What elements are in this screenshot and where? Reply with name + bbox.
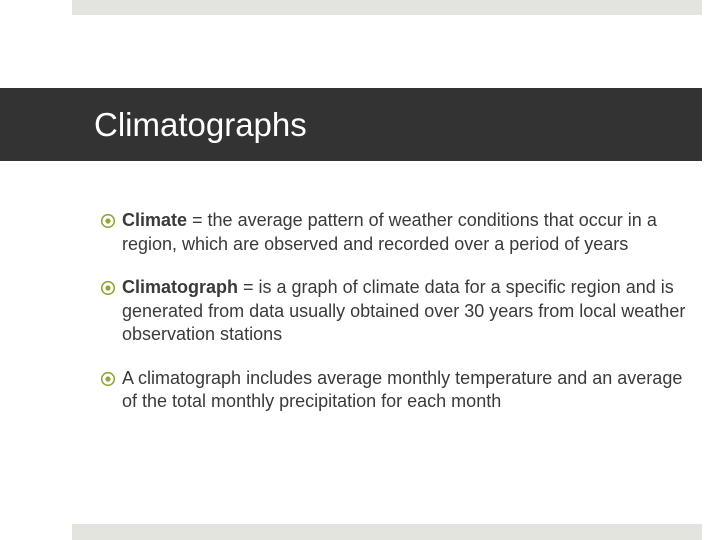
circle-bullet-icon [100, 371, 116, 386]
bullet-text: A climatograph includes average monthly … [122, 367, 683, 412]
circle-bullet-icon [100, 280, 116, 296]
bullet-item-includes: A climatograph includes average monthly … [100, 367, 690, 414]
bullet-term: Climate [122, 210, 188, 230]
slide-title: Climatographs [94, 106, 307, 143]
bottom-decorative-bar [72, 524, 702, 540]
bullet-text: = is a graph of climate data for a speci… [122, 277, 686, 344]
bullet-term: Climatograph [122, 277, 239, 297]
circle-bullet-icon [100, 213, 116, 229]
bullet-list: Climate = the average pattern of weather… [100, 209, 690, 434]
bullet-text: = the average pattern of weather conditi… [122, 210, 657, 254]
bullet-item-climatograph: Climatograph = is a graph of climate dat… [100, 276, 690, 347]
top-decorative-bar [72, 0, 702, 15]
bullet-item-climate: Climate = the average pattern of weather… [100, 209, 690, 256]
title-band [0, 88, 702, 161]
